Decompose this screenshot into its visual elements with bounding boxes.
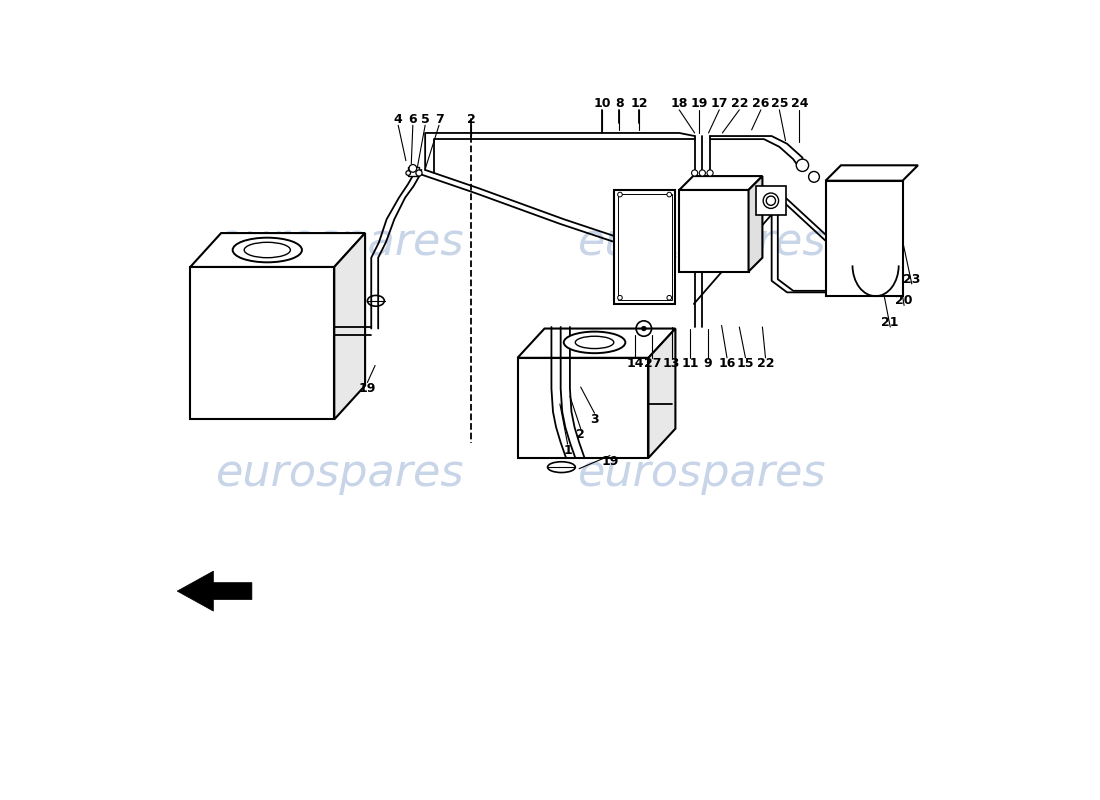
Circle shape xyxy=(796,159,808,171)
Text: 9: 9 xyxy=(703,358,712,370)
Circle shape xyxy=(641,326,646,331)
Polygon shape xyxy=(517,358,649,458)
Text: 13: 13 xyxy=(663,358,680,370)
Polygon shape xyxy=(517,329,675,358)
Circle shape xyxy=(707,170,713,176)
Polygon shape xyxy=(749,176,762,271)
Text: 4: 4 xyxy=(394,113,403,126)
Text: 19: 19 xyxy=(691,97,708,110)
Text: 5: 5 xyxy=(421,113,429,126)
Text: 18: 18 xyxy=(671,97,688,110)
Ellipse shape xyxy=(244,242,290,258)
Polygon shape xyxy=(177,571,252,611)
Polygon shape xyxy=(825,166,917,181)
Circle shape xyxy=(667,295,671,300)
Bar xyxy=(408,167,419,176)
Circle shape xyxy=(667,192,671,197)
Ellipse shape xyxy=(575,336,614,349)
Text: 12: 12 xyxy=(630,97,648,110)
Text: eurospares: eurospares xyxy=(579,221,826,264)
Text: 11: 11 xyxy=(681,358,698,370)
Polygon shape xyxy=(680,176,762,190)
Circle shape xyxy=(763,193,779,209)
Circle shape xyxy=(692,170,697,176)
Text: 27: 27 xyxy=(644,358,661,370)
Polygon shape xyxy=(649,329,675,458)
Bar xyxy=(618,194,671,300)
Text: 1: 1 xyxy=(563,444,572,457)
Polygon shape xyxy=(190,233,365,267)
Circle shape xyxy=(409,165,417,172)
Polygon shape xyxy=(334,233,365,419)
Text: eurospares: eurospares xyxy=(217,221,464,264)
Circle shape xyxy=(406,170,410,175)
Bar xyxy=(757,186,785,215)
Text: 22: 22 xyxy=(757,358,774,370)
Ellipse shape xyxy=(232,238,301,262)
Circle shape xyxy=(618,295,623,300)
Circle shape xyxy=(700,170,705,176)
Text: 23: 23 xyxy=(903,273,921,286)
Text: 22: 22 xyxy=(730,97,748,110)
Polygon shape xyxy=(614,190,675,304)
Text: 24: 24 xyxy=(791,97,808,110)
Text: 26: 26 xyxy=(752,97,770,110)
Text: 19: 19 xyxy=(359,382,376,395)
Text: 6: 6 xyxy=(408,113,417,126)
Text: 16: 16 xyxy=(718,358,736,370)
Polygon shape xyxy=(680,190,749,271)
Text: 15: 15 xyxy=(737,358,755,370)
Text: 10: 10 xyxy=(594,97,610,110)
Polygon shape xyxy=(190,267,334,419)
Text: eurospares: eurospares xyxy=(217,452,464,494)
Text: 8: 8 xyxy=(615,97,624,110)
Text: 3: 3 xyxy=(591,413,598,426)
Text: eurospares: eurospares xyxy=(579,452,826,494)
Text: 14: 14 xyxy=(627,358,645,370)
Text: 2: 2 xyxy=(576,428,585,442)
Text: 19: 19 xyxy=(602,455,618,468)
Text: 17: 17 xyxy=(711,97,728,110)
Polygon shape xyxy=(825,181,902,296)
Text: 21: 21 xyxy=(881,316,899,329)
Circle shape xyxy=(808,171,820,182)
Text: 20: 20 xyxy=(895,294,913,307)
Circle shape xyxy=(767,196,775,206)
Text: 2: 2 xyxy=(468,113,475,126)
Text: 7: 7 xyxy=(434,113,443,126)
Circle shape xyxy=(416,170,422,176)
Circle shape xyxy=(618,192,623,197)
Ellipse shape xyxy=(563,332,625,353)
Text: 25: 25 xyxy=(771,97,788,110)
